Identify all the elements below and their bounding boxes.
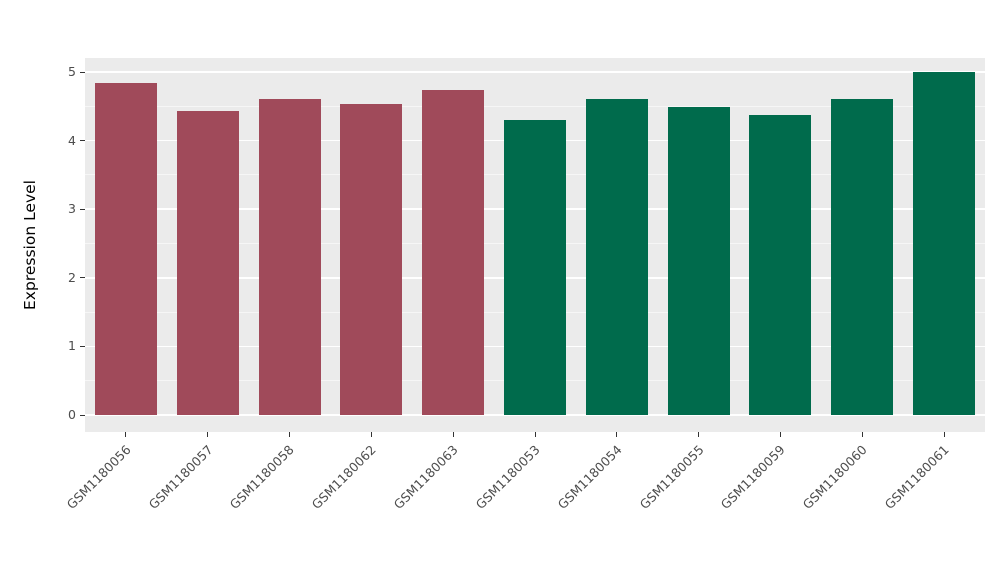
x-tick-mark — [779, 432, 781, 437]
x-tick-mark — [370, 432, 372, 437]
bar-GSM1180061 — [913, 72, 976, 415]
x-tick-label: GSM1180054 — [554, 442, 625, 513]
bar-GSM1180063 — [422, 89, 485, 415]
x-tick-mark — [698, 432, 700, 437]
x-tick-label: GSM1180060 — [799, 442, 870, 513]
bar-GSM1180054 — [585, 98, 648, 415]
x-tick-label: GSM1180062 — [308, 442, 379, 513]
x-tick-mark — [616, 432, 618, 437]
x-tick-mark — [125, 432, 127, 437]
x-tick-label: GSM1180061 — [881, 442, 952, 513]
y-axis-title: Expression Level — [21, 180, 39, 310]
y-tick-label: 3 — [68, 201, 76, 217]
bar-GSM1180053 — [504, 120, 566, 415]
y-tick-label: 1 — [68, 338, 76, 354]
x-tick-mark — [943, 432, 945, 437]
bar-GSM1180056 — [94, 82, 157, 415]
y-tick-mark — [80, 414, 85, 416]
y-tick-mark — [80, 71, 85, 73]
x-tick-mark — [289, 432, 291, 437]
x-tick-label: GSM1180058 — [227, 442, 298, 513]
y-tick-label: 2 — [68, 269, 76, 285]
gridline-major — [85, 414, 985, 416]
y-tick-mark — [80, 277, 85, 279]
y-tick-label: 4 — [68, 132, 76, 148]
x-tick-label: GSM1180059 — [718, 442, 789, 513]
x-tick-mark — [452, 432, 454, 437]
x-tick-label: GSM1180055 — [636, 442, 707, 513]
gridline-major — [85, 71, 985, 73]
x-tick-mark — [207, 432, 209, 437]
y-tick-mark — [80, 208, 85, 210]
bar-GSM1180062 — [340, 104, 403, 415]
y-tick-mark — [80, 140, 85, 142]
bar-GSM1180059 — [749, 114, 812, 415]
y-tick-label: 5 — [68, 64, 76, 79]
x-tick-label: GSM1180056 — [63, 442, 134, 513]
y-tick-mark — [80, 345, 85, 347]
x-tick-mark — [861, 432, 863, 437]
bar-GSM1180055 — [667, 107, 730, 415]
x-tick-mark — [534, 432, 536, 437]
bar-GSM1180060 — [831, 98, 894, 415]
gridline-minor — [85, 105, 985, 107]
x-tick-label: GSM1180063 — [390, 442, 461, 513]
bar-GSM1180057 — [176, 111, 239, 415]
x-tick-label: GSM1180053 — [472, 442, 543, 513]
y-tick-label: 0 — [68, 407, 76, 422]
plot-panel — [85, 58, 985, 432]
bar-GSM1180058 — [258, 99, 321, 415]
x-tick-label: GSM1180057 — [145, 442, 216, 513]
